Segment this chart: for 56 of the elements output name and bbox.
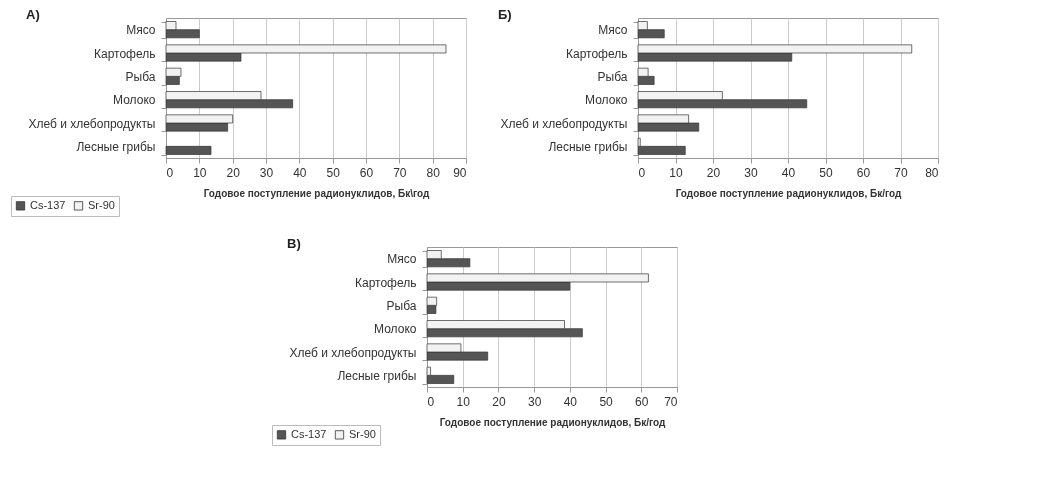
text: А) — [26, 7, 40, 22]
y-tick-label: Картофель — [93, 46, 156, 61]
x-tick-label: 80 — [426, 165, 441, 180]
y-tick-label: Мясо — [387, 252, 417, 267]
y-tick-label: Рыба — [386, 298, 417, 313]
x-tick-label: 10 — [193, 165, 207, 180]
x-axis-title: Годовое поступление радионуклидов, Бк/год — [675, 187, 902, 199]
x-tick-label: 50 — [326, 165, 341, 180]
x-tick-label: 70 — [894, 165, 908, 180]
x-tick-label: 60 — [359, 165, 374, 180]
x-tick-label: 40 — [563, 394, 578, 409]
y-tick-label: Молоко — [113, 93, 156, 108]
x-tick-label: 70 — [664, 394, 678, 409]
x-tick-label: 0 — [427, 394, 435, 409]
x-tick-label: 10 — [456, 394, 471, 409]
y-tick-label: Рыба — [125, 69, 156, 84]
x-axis-title: Годовое поступление радионуклидов, Бк/год — [439, 416, 666, 428]
bar — [165, 145, 212, 155]
x-tick-label: 90 — [453, 165, 467, 180]
x-tick-label: 0 — [638, 165, 646, 180]
y-tick-label: Картофель — [354, 275, 417, 290]
y-tick-label: Лесные грибы — [337, 368, 417, 383]
y-tick-label: Молоко — [585, 93, 628, 108]
x-tick-label: 30 — [744, 165, 758, 180]
y-tick-label: Лесные грибы — [76, 139, 156, 154]
y-tick-label: Хлеб и хлебопродукты — [500, 116, 628, 131]
legend-label: Cs-137 — [30, 198, 66, 211]
y-tick-label: Мясо — [598, 23, 628, 38]
x-tick-label: 20 — [492, 394, 506, 409]
y-tick-label: Рыба — [597, 69, 628, 84]
x-tick-label: 40 — [781, 165, 796, 180]
x-tick-label: 80 — [925, 165, 939, 180]
x-tick-label: 40 — [293, 165, 307, 180]
x-tick-label: 50 — [819, 165, 833, 180]
x-tick-label: 60 — [856, 165, 871, 180]
text: В) — [287, 236, 301, 251]
x-tick-label: 20 — [706, 165, 721, 180]
y-tick-label: Хлеб и хлебопродукты — [289, 345, 417, 360]
x-tick-label: 10 — [669, 165, 683, 180]
x-tick-label: 30 — [259, 165, 274, 180]
y-tick-label: Хлеб и хлебопродукты — [28, 116, 156, 131]
x-tick-label: 50 — [599, 394, 614, 409]
x-tick-label: 70 — [393, 165, 407, 180]
x-tick-label: 60 — [635, 394, 649, 409]
legend-label: Sr-90 — [349, 427, 376, 440]
y-tick-label: Лесные грибы — [548, 139, 628, 154]
legend-label: Sr-90 — [88, 198, 115, 211]
x-axis-title: Годовое поступление радионуклидов, Бк\год — [203, 187, 430, 199]
y-tick-label: Мясо — [126, 23, 156, 38]
x-tick-label: 20 — [226, 165, 241, 180]
text: Б) — [498, 7, 512, 22]
x-tick-label: 30 — [527, 394, 542, 409]
x-tick-label: 0 — [166, 165, 174, 180]
y-tick-label: Молоко — [374, 322, 417, 337]
legend-label: Cs-137 — [291, 427, 327, 440]
y-tick-label: Картофель — [565, 46, 628, 61]
